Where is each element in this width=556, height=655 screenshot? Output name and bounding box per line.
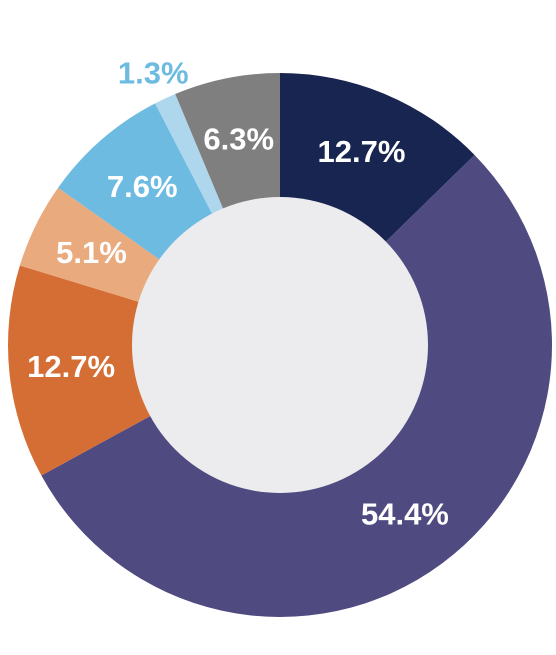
slice-label: 12.7%: [27, 349, 115, 384]
slice-label: 54.4%: [361, 496, 449, 531]
slice-label: 7.6%: [107, 169, 178, 204]
slice-label: 1.3%: [118, 56, 189, 91]
slice-label: 5.1%: [56, 235, 127, 270]
donut-center: [132, 197, 428, 493]
slice-labels: 12.7% 54.4% 12.7% 5.1% 7.6% 1.3% 6.3%: [27, 56, 449, 532]
slice-label: 6.3%: [203, 122, 274, 157]
slice-label: 12.7%: [318, 134, 406, 169]
